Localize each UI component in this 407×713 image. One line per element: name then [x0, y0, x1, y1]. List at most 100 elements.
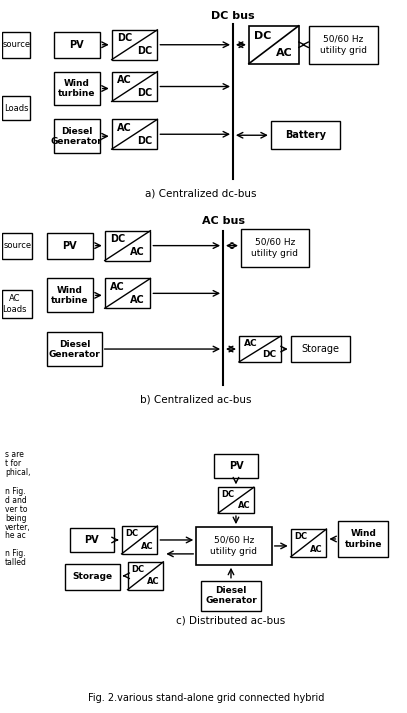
Text: Generator: Generator	[48, 349, 100, 359]
Text: DC: DC	[137, 88, 152, 98]
Text: DC: DC	[254, 31, 271, 41]
Text: turbine: turbine	[344, 540, 382, 550]
Text: PV: PV	[63, 240, 77, 251]
Bar	[338, 521, 388, 557]
Text: DC: DC	[117, 34, 132, 43]
Text: Storage: Storage	[302, 344, 339, 354]
Text: talled: talled	[5, 558, 27, 568]
Text: AC: AC	[130, 295, 145, 305]
Text: AC: AC	[141, 542, 154, 550]
Text: turbine: turbine	[51, 296, 89, 305]
Text: Diesel: Diesel	[59, 339, 90, 349]
Text: DC: DC	[137, 135, 152, 145]
Text: DC: DC	[294, 533, 307, 541]
Bar	[105, 231, 151, 260]
Text: AC: AC	[276, 48, 293, 58]
Text: Wind: Wind	[57, 286, 83, 295]
Text: turbine: turbine	[58, 89, 96, 98]
Text: source: source	[3, 241, 31, 250]
Text: Generator: Generator	[205, 596, 257, 605]
Bar	[201, 581, 261, 610]
Text: being: being	[5, 513, 27, 523]
Bar	[112, 30, 158, 60]
Bar	[105, 279, 151, 308]
Text: ver to: ver to	[5, 505, 28, 513]
Bar	[291, 529, 326, 557]
Bar	[54, 119, 100, 153]
Bar	[70, 528, 114, 552]
Text: DC: DC	[131, 565, 144, 574]
Text: DC: DC	[221, 490, 235, 499]
Bar	[112, 71, 158, 101]
Bar	[249, 26, 299, 63]
Text: AC: AC	[244, 339, 258, 348]
Text: n Fig.: n Fig.	[5, 550, 26, 558]
Text: DC: DC	[110, 234, 125, 244]
Text: Wind: Wind	[350, 528, 376, 538]
Text: AC: AC	[117, 123, 132, 133]
Text: Fig. 2.various stand-alone grid connected hybrid: Fig. 2.various stand-alone grid connecte…	[88, 693, 324, 703]
Text: Loads: Loads	[4, 104, 28, 113]
Text: AC: AC	[117, 75, 132, 85]
Text: 50/60 Hz: 50/60 Hz	[254, 237, 295, 246]
Bar	[122, 526, 158, 554]
Text: Loads: Loads	[2, 304, 26, 314]
Text: a) Centralized dc-bus: a) Centralized dc-bus	[145, 189, 257, 199]
Bar	[2, 290, 32, 318]
Bar	[54, 71, 100, 106]
Text: Diesel: Diesel	[215, 586, 247, 595]
Text: Wind: Wind	[64, 79, 90, 88]
Bar	[47, 232, 93, 259]
Text: utility grid: utility grid	[210, 548, 258, 556]
Bar	[214, 454, 258, 478]
Text: DC: DC	[262, 350, 276, 359]
Bar	[271, 121, 340, 149]
Text: PV: PV	[70, 40, 84, 50]
Text: DC: DC	[125, 529, 138, 538]
Text: Diesel: Diesel	[61, 127, 92, 135]
Text: n Fig.: n Fig.	[5, 487, 26, 496]
Text: PV: PV	[229, 461, 243, 471]
Text: phical,: phical,	[5, 468, 31, 477]
Bar	[196, 527, 272, 565]
Bar	[241, 229, 309, 267]
Text: AC: AC	[9, 294, 20, 303]
Text: verter,: verter,	[5, 523, 31, 532]
Text: d and: d and	[5, 496, 27, 505]
Bar	[291, 336, 350, 362]
Text: DC bus: DC bus	[211, 11, 255, 21]
Text: PV: PV	[84, 535, 99, 545]
Text: t for: t for	[5, 459, 22, 468]
Bar	[112, 119, 158, 149]
Bar	[47, 332, 102, 366]
Text: b) Centralized ac-bus: b) Centralized ac-bus	[140, 395, 252, 405]
Bar	[2, 96, 30, 120]
Text: Battery: Battery	[285, 130, 326, 140]
Text: DC: DC	[137, 46, 152, 56]
Bar	[2, 32, 30, 58]
Text: source: source	[2, 40, 30, 49]
Bar	[2, 232, 32, 259]
Text: AC: AC	[110, 282, 125, 292]
Bar	[54, 32, 100, 58]
Text: AC bus: AC bus	[201, 216, 245, 226]
Text: AC: AC	[130, 247, 145, 257]
Text: AC: AC	[147, 578, 160, 586]
Bar	[239, 336, 281, 362]
Text: 50/60 Hz: 50/60 Hz	[323, 34, 363, 43]
Text: utility grid: utility grid	[251, 249, 298, 258]
Bar	[47, 279, 93, 312]
Text: Storage: Storage	[72, 573, 112, 581]
Text: AC: AC	[238, 501, 250, 511]
Text: he ac: he ac	[5, 531, 26, 540]
Text: AC: AC	[310, 545, 323, 553]
Text: Generator: Generator	[51, 137, 103, 145]
Text: c) Distributed ac-bus: c) Distributed ac-bus	[176, 615, 286, 625]
Text: s are: s are	[5, 450, 24, 459]
Bar	[218, 487, 254, 513]
Bar	[65, 564, 120, 590]
Bar	[309, 26, 378, 63]
Text: 50/60 Hz: 50/60 Hz	[214, 535, 254, 545]
Bar	[127, 562, 163, 590]
Text: utility grid: utility grid	[320, 46, 367, 55]
